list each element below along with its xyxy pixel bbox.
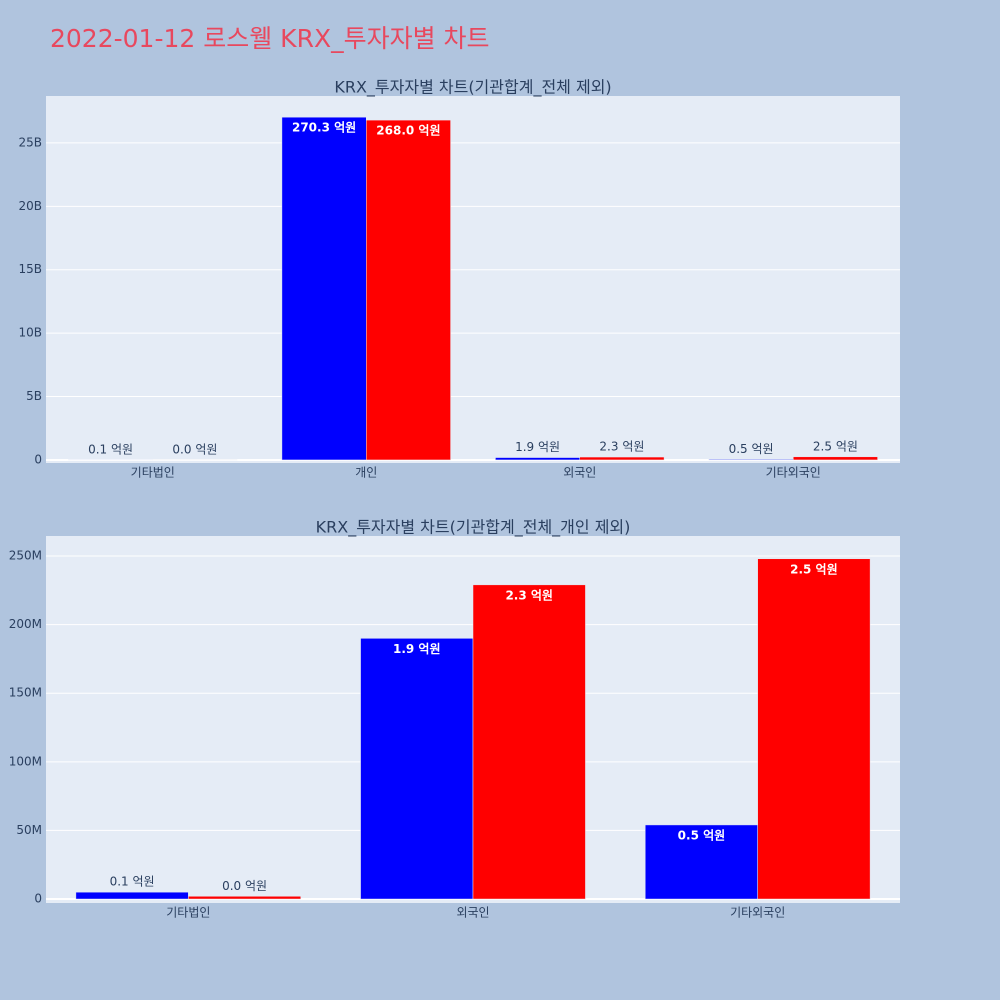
x-tick-label: 기타법인: [166, 906, 210, 920]
bar: [472, 584, 586, 900]
x-tick-label: 기타외국인: [766, 466, 821, 480]
value-label: 1.9 억원: [515, 440, 560, 454]
value-label: 2.3 억원: [599, 440, 644, 454]
x-tick-label: 외국인: [563, 466, 596, 480]
bar: [579, 456, 665, 461]
y-tick-label: 0: [34, 892, 42, 906]
y-tick-label: 200M: [9, 617, 42, 631]
y-tick-label: 0: [34, 452, 42, 466]
y-tick-label: 250M: [9, 549, 42, 563]
value-label: 2.5 억원: [790, 562, 838, 576]
value-label: 2.3 억원: [505, 588, 553, 602]
x-tick-label: 기타법인: [131, 466, 175, 480]
bar: [708, 459, 794, 461]
x-tick-label: 외국인: [456, 906, 489, 920]
y-tick-label: 150M: [9, 686, 42, 700]
chart-title: KRX_투자자별 차트(기관합계_전체 제외): [334, 78, 611, 98]
page-title: 2022-01-12 로스웰 KRX_투자자별 차트: [50, 24, 490, 53]
bar: [188, 896, 302, 900]
value-label: 0.5 억원: [729, 442, 774, 456]
bar: [793, 456, 878, 461]
bar: [366, 119, 451, 461]
x-tick-label: 기타외국인: [730, 906, 785, 920]
bar: [757, 558, 871, 900]
y-tick-label: 5B: [26, 389, 42, 403]
bar: [644, 824, 758, 900]
bar: [495, 457, 581, 461]
y-tick-label: 50M: [16, 823, 42, 837]
plot-area: [46, 96, 900, 463]
x-tick-label: 개인: [355, 466, 377, 480]
value-label: 1.9 억원: [393, 642, 441, 656]
bar: [281, 116, 367, 461]
value-label: 268.0 억원: [376, 124, 440, 138]
value-label: 0.1 억원: [88, 442, 133, 456]
y-tick-label: 10B: [18, 326, 42, 340]
value-label: 270.3 억원: [292, 121, 356, 135]
value-label: 0.5 억원: [678, 828, 726, 842]
value-label: 2.5 억원: [813, 439, 858, 453]
bar: [360, 638, 474, 900]
y-tick-label: 25B: [18, 135, 42, 149]
chart-title: KRX_투자자별 차트(기관합계_전체_개인 제외): [316, 518, 631, 538]
value-label: 0.0 억원: [222, 879, 267, 893]
value-label: 0.1 억원: [110, 875, 155, 889]
y-tick-label: 20B: [18, 199, 42, 213]
y-tick-label: 15B: [18, 262, 42, 276]
y-tick-label: 100M: [9, 754, 42, 768]
value-label: 0.0 억원: [172, 442, 217, 456]
bar: [75, 891, 189, 900]
